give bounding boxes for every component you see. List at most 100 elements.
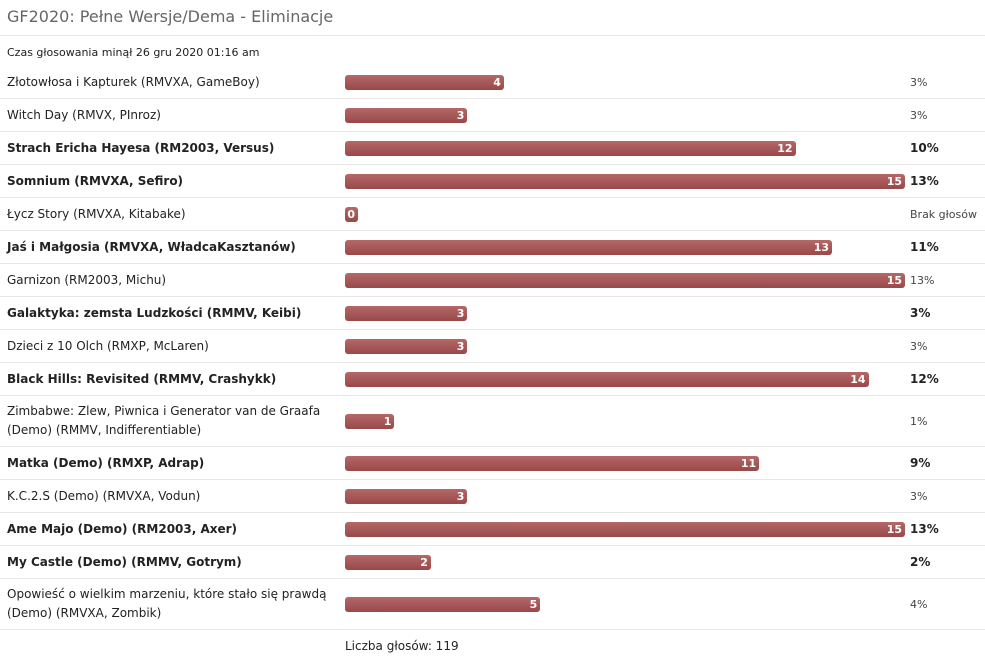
option-label: Opowieść o wielkim marzeniu, które stało… [7, 587, 327, 620]
vote-bar: 1 [345, 414, 395, 429]
vote-bar: 15 [345, 273, 905, 288]
vote-percent: 3% [910, 306, 931, 320]
vote-percent: 11% [910, 240, 939, 254]
bar-cell: 3 [345, 480, 910, 512]
bar-cell: 14 [345, 363, 910, 395]
option-label: Black Hills: Revisited (RMMV, Crashykk) [7, 371, 277, 386]
vote-bar: 3 [345, 306, 468, 321]
vote-bar: 0 [345, 207, 358, 222]
vote-percent: 3% [910, 75, 928, 89]
vote-count: 0 [347, 208, 355, 221]
poll-row: Zimbabwe: Zlew, Piwnica i Generator van … [0, 396, 985, 447]
vote-percent: 10% [910, 141, 939, 155]
poll-row: Garnizon (RM2003, Michu) 15 13% [0, 264, 985, 297]
poll-row: Ame Majo (Demo) (RM2003, Axer) 15 13% [0, 513, 985, 546]
poll-row: Łycz Story (RMVXA, Kitabake) 0 Brak głosów [0, 198, 985, 231]
vote-bar: 11 [345, 456, 760, 471]
vote-count: 2 [420, 556, 428, 569]
vote-bar: 15 [345, 522, 905, 537]
vote-count: 15 [886, 175, 902, 188]
poll-row: My Castle (Demo) (RMMV, Gotrym) 2 2% [0, 546, 985, 579]
vote-percent: 3% [910, 489, 928, 503]
bar-cell: 0 [345, 198, 910, 230]
poll-row: Strach Ericha Hayesa (RM2003, Versus) 12 1… [0, 132, 985, 165]
vote-bar: 2 [345, 555, 431, 570]
bar-cell: 15 [345, 165, 910, 197]
poll-total: Liczba głosów: 119 [345, 639, 459, 653]
vote-percent: 9% [910, 456, 931, 470]
vote-percent: 3% [910, 108, 928, 122]
vote-bar: 3 [345, 489, 468, 504]
vote-percent: 2% [910, 555, 931, 569]
poll-options: Złotowłosa i Kapturek (RMVXA, GameBoy) 4 3… [0, 66, 985, 630]
option-label: K.C.2.S (Demo) (RMVXA, Vodun) [7, 488, 201, 503]
vote-count: 11 [740, 457, 757, 470]
vote-count: 15 [886, 523, 902, 536]
option-label: Jaś i Małgosia (RMVXA, WładcaKasztanów) [7, 239, 296, 254]
poll-title: GF2020: Pełne Wersje/Dema - Eliminacje [0, 0, 985, 36]
bar-cell: 2 [345, 546, 910, 578]
poll-row: Somnium (RMVXA, Sefiro) 15 13% [0, 165, 985, 198]
bar-cell: 5 [345, 588, 910, 620]
bar-cell: 1 [345, 405, 910, 437]
option-label: Garnizon (RM2003, Michu) [7, 272, 167, 287]
vote-bar: 3 [345, 339, 468, 354]
vote-percent: 13% [910, 522, 939, 536]
bar-cell: 3 [345, 297, 910, 329]
poll-row: K.C.2.S (Demo) (RMVXA, Vodun) 3 3% [0, 480, 985, 513]
bar-cell: 13 [345, 231, 910, 263]
option-label: My Castle (Demo) (RMMV, Gotrym) [7, 554, 242, 569]
bar-cell: 3 [345, 330, 910, 362]
option-label: Łycz Story (RMVXA, Kitabake) [7, 206, 186, 221]
vote-count: 12 [777, 142, 793, 155]
vote-percent: 12% [910, 372, 939, 386]
poll-closed-note: Czas głosowania minął 26 gru 2020 01:16 … [7, 46, 260, 59]
vote-count: 3 [456, 340, 465, 353]
vote-bar: 5 [345, 597, 541, 612]
poll-row: Dzieci z 10 Olch (RMXP, McLaren) 3 3% [0, 330, 985, 363]
option-label: Zimbabwe: Zlew, Piwnica i Generator van … [7, 404, 321, 437]
vote-percent: 3% [910, 339, 928, 353]
vote-bar: 4 [345, 75, 504, 90]
vote-count: 3 [456, 490, 465, 503]
vote-bar: 3 [345, 108, 468, 123]
option-label: Strach Ericha Hayesa (RM2003, Versus) [7, 140, 275, 155]
option-label: Złotowłosa i Kapturek (RMVXA, GameBoy) [7, 74, 260, 89]
vote-count: 15 [886, 274, 902, 287]
vote-percent: 13% [910, 273, 935, 287]
vote-count: 13 [813, 241, 830, 254]
option-label: Galaktyka: zemsta Ludzkości (RMMV, Keibi… [7, 305, 302, 320]
option-label: Dzieci z 10 Olch (RMXP, McLaren) [7, 338, 209, 353]
vote-bar: 12 [345, 141, 796, 156]
poll-row: Opowieść o wielkim marzeniu, które stało… [0, 579, 985, 630]
vote-count: 1 [383, 415, 392, 428]
vote-percent: Brak głosów [910, 207, 977, 221]
vote-percent: 4% [910, 597, 928, 611]
bar-cell: 4 [345, 66, 910, 98]
vote-count: 3 [456, 109, 465, 122]
bar-cell: 15 [345, 513, 910, 545]
vote-count: 14 [850, 373, 866, 386]
vote-bar: 13 [345, 240, 833, 255]
bar-cell: 12 [345, 132, 910, 164]
vote-percent: 13% [910, 174, 939, 188]
vote-count: 4 [493, 76, 501, 89]
vote-bar: 14 [345, 372, 869, 387]
poll-row: Witch Day (RMVX, PInroz) 3 3% [0, 99, 985, 132]
vote-count: 5 [529, 598, 538, 611]
bar-cell: 15 [345, 264, 910, 296]
bar-cell: 11 [345, 447, 910, 479]
poll-row: Galaktyka: zemsta Ludzkości (RMMV, Keibi… [0, 297, 985, 330]
vote-count: 3 [456, 307, 465, 320]
poll-row: Złotowłosa i Kapturek (RMVXA, GameBoy) 4 3… [0, 66, 985, 99]
option-label: Ame Majo (Demo) (RM2003, Axer) [7, 521, 238, 536]
poll-row: Black Hills: Revisited (RMMV, Crashykk) 1… [0, 363, 985, 396]
bar-cell: 3 [345, 99, 910, 131]
vote-percent: 1% [910, 414, 928, 428]
vote-bar: 15 [345, 174, 905, 189]
poll-row: Jaś i Małgosia (RMVXA, WładcaKasztanów) 1… [0, 231, 985, 264]
option-label: Matka (Demo) (RMXP, Adrap) [7, 455, 205, 470]
option-label: Somnium (RMVXA, Sefiro) [7, 173, 184, 188]
poll-row: Matka (Demo) (RMXP, Adrap) 11 9% [0, 447, 985, 480]
